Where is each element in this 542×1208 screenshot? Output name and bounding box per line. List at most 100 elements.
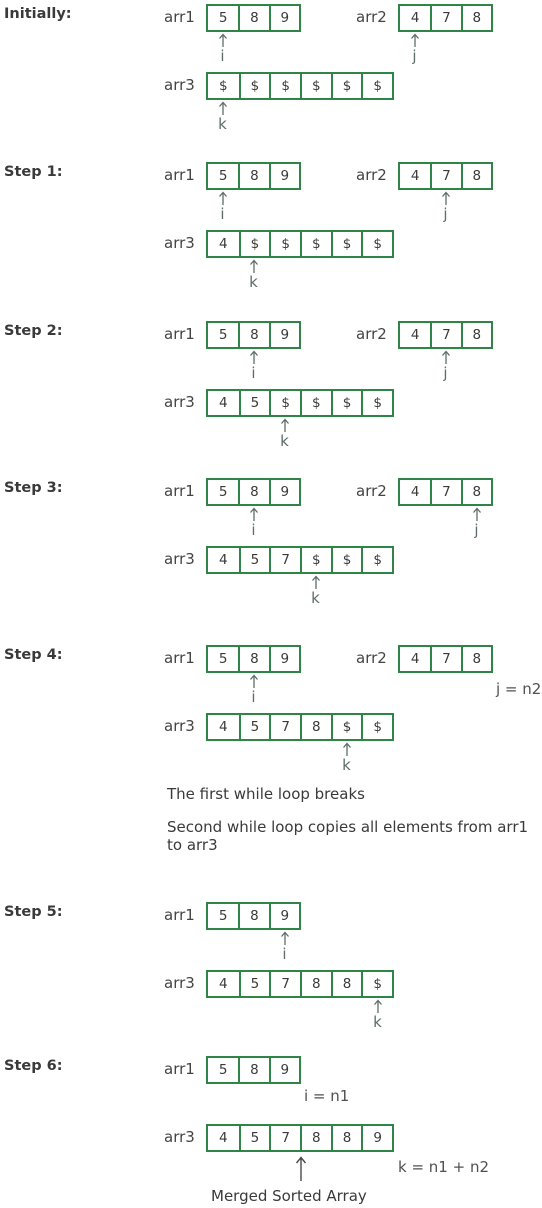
arr1-cell: 8 — [238, 904, 268, 928]
arr1-label: arr1 — [164, 166, 195, 184]
arr1-cell: 9 — [268, 164, 299, 188]
arr3-cell: 7 — [269, 548, 300, 572]
arr3-cell: $ — [330, 715, 362, 739]
arr3-label: arr3 — [164, 393, 195, 411]
arr3-cell: $ — [299, 548, 331, 572]
i-equals-n1-note: i = n1 — [304, 1087, 350, 1105]
arr1-label: arr1 — [164, 1060, 195, 1078]
step-label: Step 5: — [4, 904, 63, 920]
arr2-pointer-j: j — [439, 350, 453, 382]
arr2-cell: 4 — [410, 651, 420, 667]
arr2-pointer-j: j — [439, 191, 453, 223]
arr1-label: arr1 — [164, 906, 195, 924]
arr3-cell: $ — [269, 232, 300, 256]
arr3-cell: $ — [361, 715, 392, 739]
pointer-name: i — [251, 364, 256, 382]
arr3-cell: $ — [361, 548, 392, 572]
arr1-pointer-i: i — [247, 674, 261, 705]
arr2-cell: 7 — [430, 480, 460, 504]
arr3-cell: 7 — [269, 1126, 300, 1150]
arr3-pointer-k: k — [247, 259, 261, 291]
pointer-name: j — [443, 205, 448, 223]
arr3-cell: 4 — [219, 395, 228, 411]
arr1-cell: 9 — [268, 323, 299, 347]
arr3-cell: 8 — [330, 972, 362, 996]
arr1-cell: 5 — [218, 10, 228, 26]
arr3-label: arr3 — [164, 76, 195, 94]
arr3-cell: $ — [361, 232, 392, 256]
pointer-name: i — [220, 205, 225, 223]
arr3-label: arr3 — [164, 974, 195, 992]
up-arrow-icon — [249, 259, 258, 273]
arr3-cell: 8 — [299, 715, 331, 739]
up-arrow-icon — [441, 191, 450, 205]
arr3-cell: $ — [299, 232, 331, 256]
pointer-name: i — [282, 945, 287, 963]
arr3-cell: $ — [269, 391, 300, 415]
arr2-cell: 8 — [460, 6, 491, 30]
arr2-cell: 7 — [430, 323, 460, 347]
arr2-cell: 7 — [430, 647, 460, 671]
pointer-name: i — [220, 47, 225, 65]
arr3-cell: $ — [238, 74, 270, 98]
arr1-cell: 8 — [238, 164, 268, 188]
up-arrow-icon — [218, 33, 227, 47]
arr3-array: 4 5 7 8 8 $ — [206, 970, 394, 998]
arr3-array: 4 $ $ $ $ $ — [206, 230, 394, 258]
up-arrow-icon — [249, 507, 258, 521]
pointer-name: j — [474, 521, 479, 539]
arr1-pointer-i: i — [216, 191, 230, 223]
arr1-cell: 9 — [268, 6, 299, 30]
arr3-cell: 9 — [361, 1126, 392, 1150]
arr2-cell: 4 — [410, 10, 420, 26]
arr1-pointer-i: i — [216, 33, 230, 65]
arr3-label: arr3 — [164, 550, 195, 568]
arr1-cell: 5 — [218, 908, 228, 924]
up-arrow-icon — [218, 101, 227, 115]
arr3-cell: $ — [361, 972, 392, 996]
arr1-label: arr1 — [164, 325, 195, 343]
arr3-pointer-k: k — [278, 418, 292, 449]
arr3-cell: 5 — [238, 972, 270, 996]
arr3-array: $ $ $ $ $ $ — [206, 72, 394, 100]
arr3-label: arr3 — [164, 717, 195, 735]
pointer-name: j — [443, 364, 448, 382]
pointer-name: k — [249, 273, 258, 291]
arr3-cell: 4 — [219, 719, 228, 735]
pointer-name: k — [218, 115, 227, 133]
merged-arrow-icon — [295, 1156, 307, 1181]
arr3-cell: $ — [269, 74, 300, 98]
arr3-pointer-k: k — [340, 742, 354, 773]
arr2-cell: 4 — [410, 168, 420, 184]
arr3-cell: 5 — [238, 391, 270, 415]
pointer-name: i — [251, 521, 256, 539]
arr1-cell: 5 — [218, 168, 228, 184]
arr3-cell: $ — [219, 78, 228, 94]
arr1-pointer-i: i — [247, 507, 261, 539]
arr1-cell: 8 — [238, 323, 268, 347]
arr2-cell: 7 — [430, 6, 460, 30]
up-arrow-icon — [342, 742, 351, 756]
arr3-cell: 5 — [238, 548, 270, 572]
arr1-pointer-i: i — [278, 931, 292, 963]
arr2-label: arr2 — [356, 325, 387, 343]
arr1-cell: 9 — [268, 647, 299, 671]
up-arrow-icon — [218, 191, 227, 205]
arr1-cell: 5 — [218, 651, 228, 667]
arr2-label: arr2 — [356, 649, 387, 667]
arr3-cell: 8 — [330, 1126, 362, 1150]
step-label: Step 6: — [4, 1058, 63, 1074]
arr3-cell: 5 — [238, 715, 270, 739]
up-arrow-icon — [410, 33, 419, 47]
up-arrow-icon — [249, 350, 258, 364]
arr3-cell: $ — [238, 232, 270, 256]
